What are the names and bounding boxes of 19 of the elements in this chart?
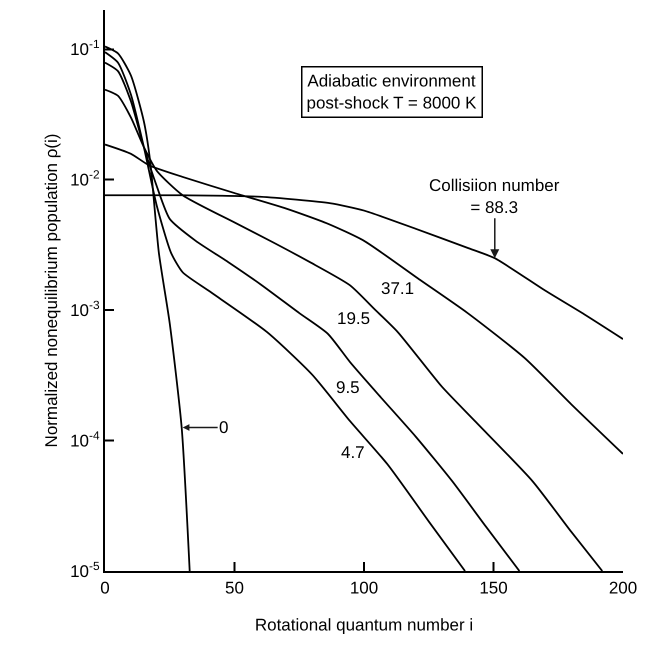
annotation: Adiabatic environment post-shock T = 8000 K — [306, 72, 478, 113]
y-tick-label: 10$^{-3}$ — [70, 298, 100, 320]
annotation: Collisiion number = 88.3 — [429, 176, 560, 218]
x-tick-label: 50 — [225, 578, 244, 598]
y-tick-label: 10$^{-5}$ — [70, 558, 100, 581]
annotation: 4.7 — [341, 443, 365, 462]
annotation: 19.5 — [337, 309, 370, 328]
y-axis-title: Normalized nonequilibrium population ρ(i) — [42, 134, 62, 448]
x-tick-label: 0 — [100, 578, 110, 598]
y-tick-label: 10$^{-4}$ — [70, 428, 100, 451]
y-tick-label: 10$^{-1}$ — [70, 37, 100, 60]
annotation: 37.1 — [381, 279, 414, 298]
annotation: 9.5 — [336, 378, 360, 397]
x-tick-label: 200 — [608, 578, 638, 598]
x-tick-label: 150 — [479, 578, 508, 598]
x-tick-label: 100 — [350, 578, 378, 598]
x-axis-title: Rotational quantum number i — [254, 615, 474, 634]
annotation: 0 — [219, 418, 228, 437]
y-tick-label: 10$^{-2}$ — [70, 168, 100, 190]
